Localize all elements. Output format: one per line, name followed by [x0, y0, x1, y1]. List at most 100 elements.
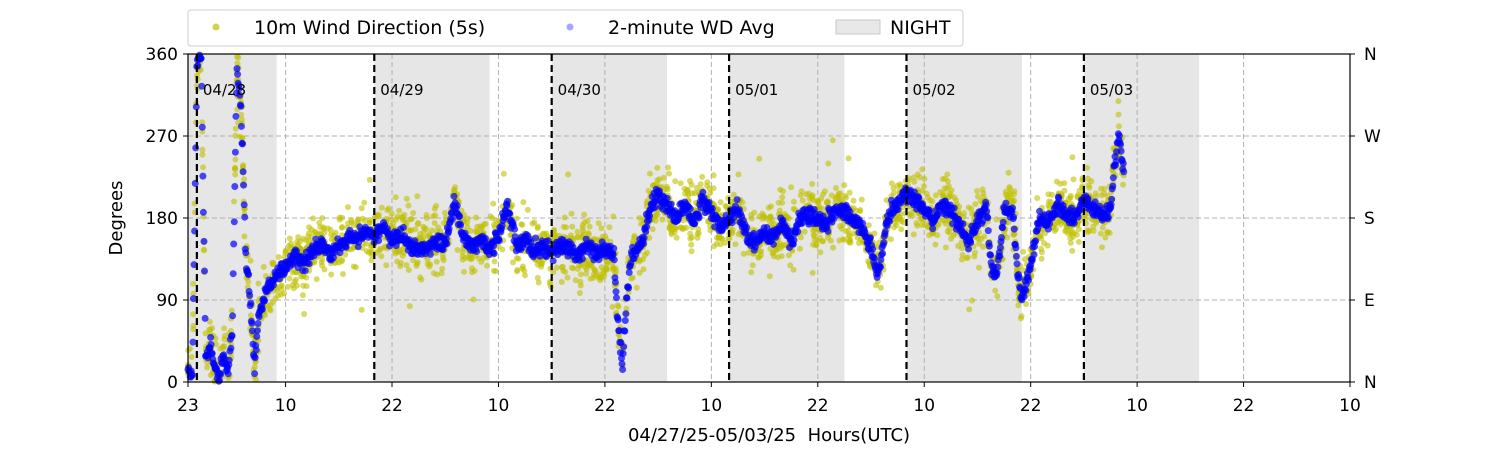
- wind-2min-avg-point: [869, 245, 877, 253]
- wind-2min-avg-point: [790, 236, 798, 244]
- wind-5s-point: [294, 238, 301, 245]
- wind-2min-avg-point: [248, 327, 256, 335]
- wind-5s-point: [576, 290, 583, 296]
- wind-2min-avg-point: [248, 319, 256, 327]
- wind-2min-avg-point: [965, 245, 972, 253]
- day-label: 04/28: [203, 81, 246, 99]
- wind-5s-point: [232, 125, 239, 132]
- wind-2min-avg-point: [794, 228, 802, 236]
- wind-5s-point: [948, 192, 955, 199]
- wind-5s-point: [932, 192, 939, 199]
- legend-marker: [212, 23, 220, 31]
- wind-5s-point: [565, 171, 572, 178]
- x-tick-label: 10: [275, 396, 297, 416]
- wind-2min-avg-point: [686, 205, 694, 213]
- wind-5s-point: [583, 266, 590, 273]
- wind-2min-avg-point: [426, 250, 434, 258]
- wind-2min-avg-point: [640, 240, 647, 248]
- wind-5s-point: [464, 219, 470, 226]
- wind-5s-point: [281, 290, 288, 297]
- wind-5s-point: [239, 135, 246, 142]
- wind-5s-point: [1076, 187, 1083, 194]
- wind-2min-avg-point: [705, 198, 713, 206]
- wind-5s-point: [317, 224, 324, 231]
- day-boundaries: 04/28 04/29 04/30 05/01 05/02 05/03: [195, 54, 1133, 382]
- wind-5s-point: [1067, 194, 1074, 201]
- day-label: 04/29: [380, 81, 423, 99]
- wind-5s-point: [529, 220, 536, 227]
- wind-5s-point: [394, 213, 401, 220]
- wind-5s-point: [585, 230, 591, 236]
- wind-2min-avg-point: [305, 260, 313, 268]
- wind-2min-avg-point: [733, 196, 741, 204]
- wind-5s-point: [403, 219, 410, 226]
- wind-5s-point: [841, 236, 848, 243]
- wind-5s-point: [247, 257, 254, 264]
- wind-5s-point: [561, 214, 568, 221]
- wind-5s-point: [858, 196, 865, 203]
- wind-5s-point: [830, 244, 836, 251]
- wind-5s-point: [524, 206, 531, 213]
- wind-2min-avg-point: [691, 220, 699, 228]
- wind-5s-point: [833, 185, 839, 191]
- wind-2min-avg-point: [511, 225, 519, 233]
- wind-2min-avg-point: [894, 206, 902, 214]
- wind-5s-point: [660, 174, 667, 181]
- wind-2min-avg-point: [610, 244, 618, 252]
- wind-5s-point: [484, 262, 490, 269]
- wind-5s-point: [574, 228, 581, 235]
- wind-5s-point: [969, 297, 976, 304]
- wind-5s-point: [577, 278, 584, 285]
- wind-2min-avg-point: [621, 327, 629, 335]
- wind-5s-point: [693, 184, 700, 191]
- wind-5s-point: [680, 217, 687, 224]
- wind-5s-point: [809, 195, 816, 202]
- y-tick-label: 0: [167, 373, 178, 393]
- wind-5s-point: [974, 193, 981, 200]
- y-tick-label-right: N: [1364, 373, 1377, 393]
- wind-5s-point: [238, 116, 245, 123]
- wind-5s-point: [1034, 195, 1041, 201]
- wind-2min-avg-point: [770, 240, 777, 248]
- wind-2min-avg-point: [695, 214, 703, 222]
- wind-2min-avg-point: [200, 237, 208, 245]
- wind-5s-point: [560, 223, 567, 230]
- wind-5s-point: [433, 258, 440, 265]
- wind-5s-point: [631, 233, 638, 239]
- wind-5s-point: [459, 249, 466, 256]
- wind-5s-point: [718, 235, 725, 242]
- wind-5s-point: [328, 271, 335, 278]
- wind-5s-point: [892, 219, 899, 226]
- wind-5s-point: [811, 232, 818, 239]
- wind-5s-point: [491, 221, 498, 228]
- wind-2min-avg-point: [743, 223, 750, 231]
- x-axis-label: 04/27/25-05/03/25 Hours(UTC): [628, 425, 910, 446]
- wind-5s-point: [856, 240, 862, 247]
- wind-5s-point: [440, 254, 447, 261]
- wind-5s-point: [269, 261, 276, 268]
- wind-2min-avg-point: [798, 219, 806, 227]
- wind-5s-point: [581, 211, 588, 218]
- wind-5s-point: [1045, 191, 1052, 198]
- wind-2min-avg-point: [967, 239, 975, 246]
- wind-5s-point: [231, 166, 238, 172]
- wind-5s-point: [930, 230, 937, 237]
- wind-5s-point: [932, 241, 939, 248]
- wind-5s-point: [825, 199, 832, 206]
- wind-2min-avg-point: [876, 263, 884, 271]
- wind-5s-point: [948, 235, 954, 242]
- x-tick-label: 22: [1020, 396, 1042, 416]
- wind-5s-point: [420, 229, 427, 236]
- day-label: 04/30: [558, 81, 601, 99]
- wind-2min-avg-point: [192, 144, 200, 152]
- wind-2min-avg-point: [996, 244, 1004, 251]
- wind-2min-avg-point: [1010, 213, 1018, 221]
- wind-5s-point: [534, 223, 541, 230]
- wind-5s-point: [598, 275, 605, 281]
- wind-5s-point: [666, 224, 673, 231]
- wind-5s-point: [319, 215, 326, 222]
- wind-5s-point: [1120, 181, 1126, 188]
- wind-2min-avg-point: [982, 201, 990, 209]
- wind-5s-point: [515, 255, 522, 262]
- wind-5s-point: [1023, 301, 1030, 307]
